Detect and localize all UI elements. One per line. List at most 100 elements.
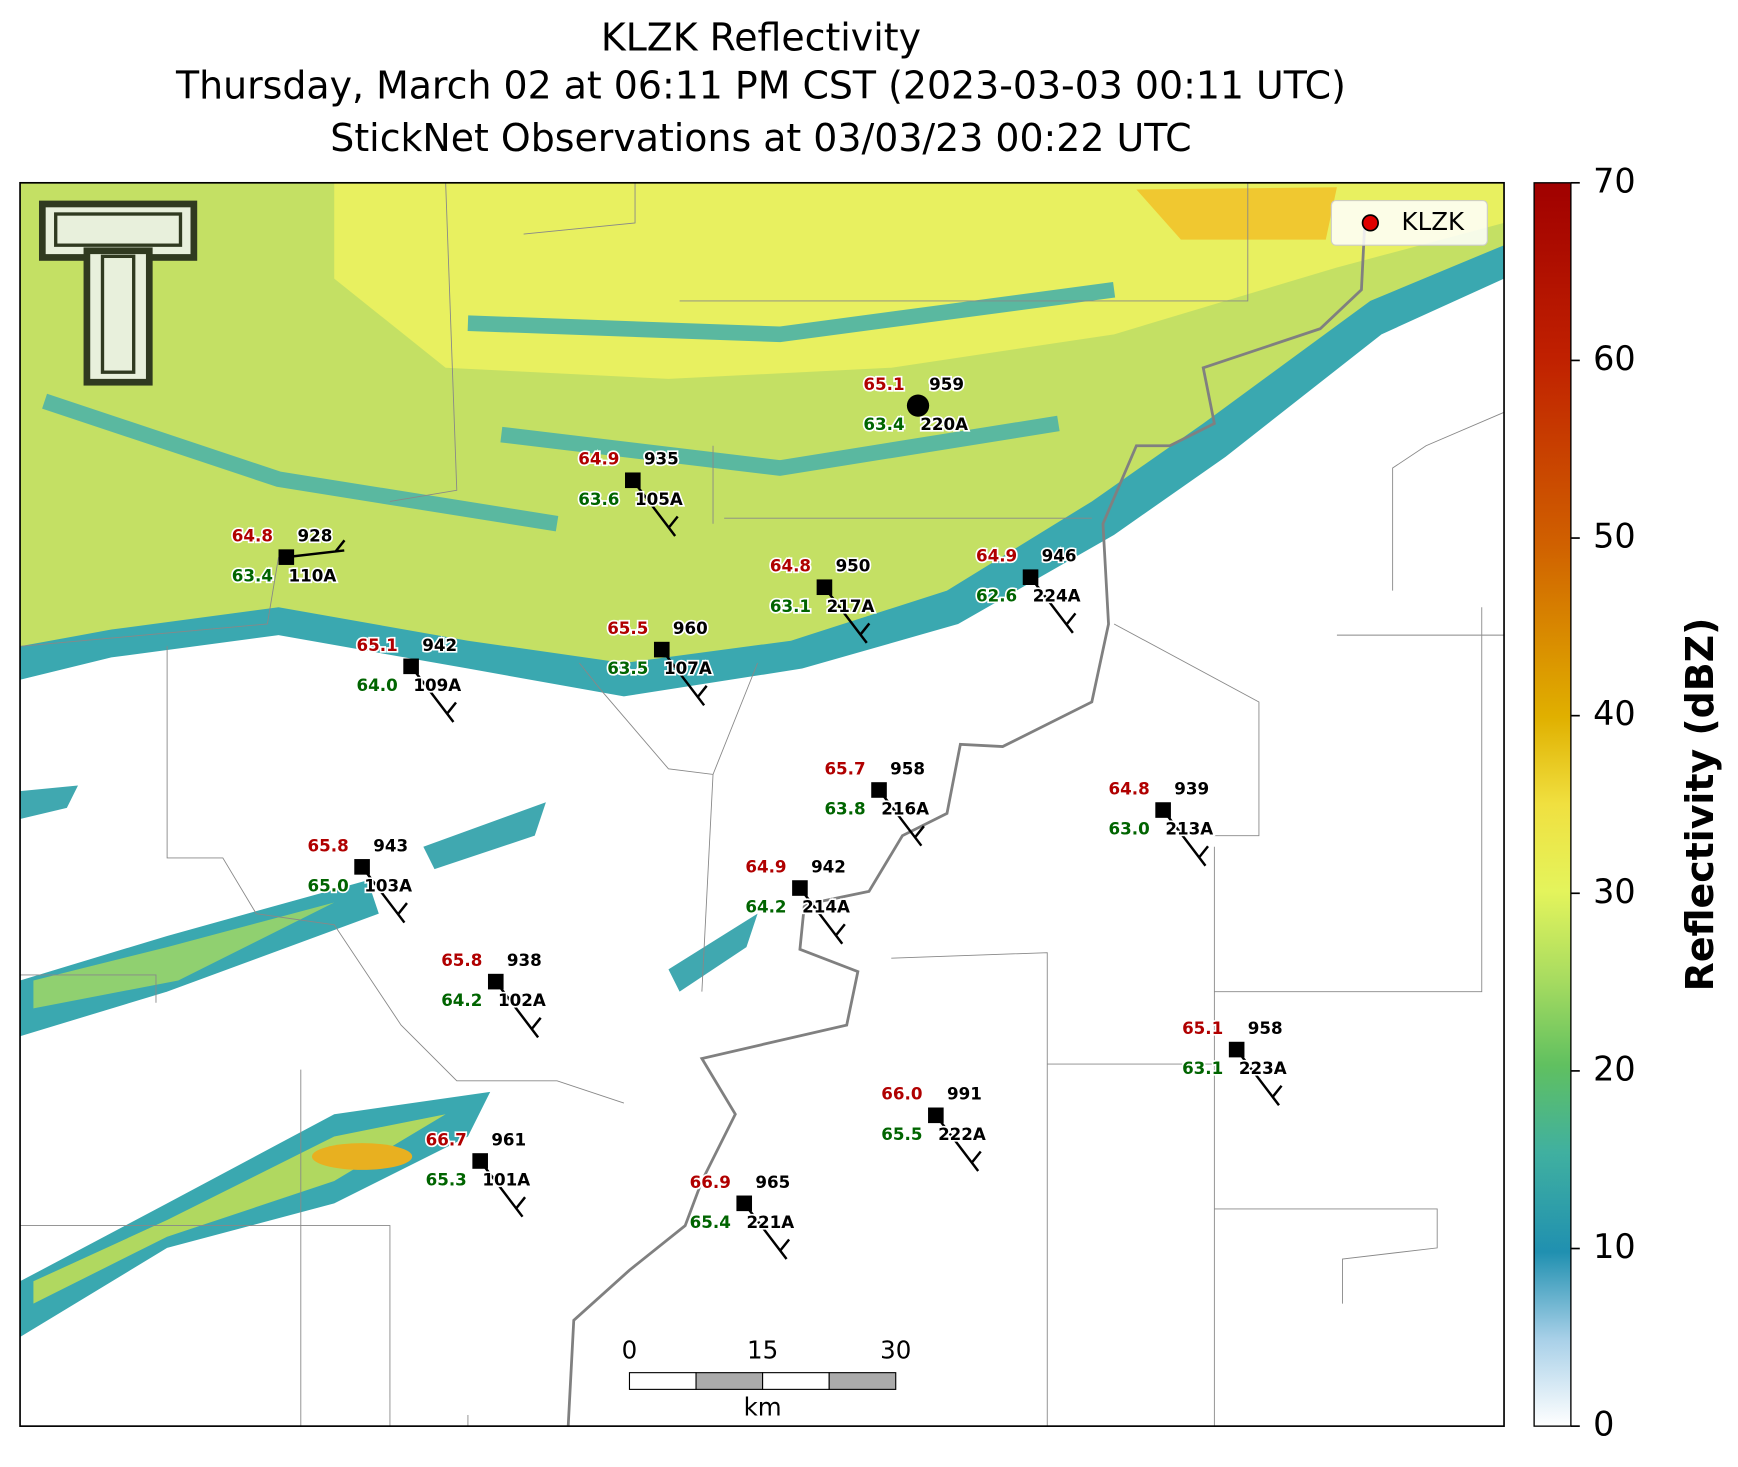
colorbar-tick-label: 60 bbox=[1593, 339, 1636, 378]
wind-barb bbox=[410, 665, 457, 723]
station-id: 105A bbox=[635, 489, 683, 509]
dewpoint: 63.8 bbox=[824, 799, 865, 819]
station-marker bbox=[1022, 569, 1039, 585]
radar-streak bbox=[42, 282, 1116, 532]
dewpoint: 63.1 bbox=[770, 596, 811, 616]
dewpoint: 63.4 bbox=[863, 414, 904, 434]
temperature: 65.8 bbox=[307, 835, 348, 855]
temperature: 65.5 bbox=[607, 618, 648, 638]
title: KLZK Reflectivity bbox=[601, 16, 921, 60]
ttu-logo bbox=[38, 200, 198, 386]
scale-tick-label: 0 bbox=[622, 1335, 638, 1364]
temperature: 65.1 bbox=[357, 635, 398, 655]
station-id: 221A bbox=[746, 1212, 794, 1232]
wind-barb bbox=[1162, 809, 1209, 867]
dewpoint: 64.2 bbox=[745, 897, 786, 917]
temperature: 66.0 bbox=[881, 1084, 922, 1104]
legend: KLZK bbox=[1330, 200, 1488, 246]
wind-barb bbox=[660, 648, 708, 707]
station-marker bbox=[625, 472, 641, 489]
station-id: 103A bbox=[364, 875, 412, 895]
station-marker bbox=[736, 1195, 753, 1212]
colorbar-tick-label: 20 bbox=[1593, 1049, 1636, 1088]
dewpoint: 63.6 bbox=[578, 489, 619, 509]
pressure: 935 bbox=[644, 449, 679, 469]
temperature: 64.8 bbox=[770, 556, 811, 576]
scale-segment bbox=[628, 1372, 697, 1390]
station-marker bbox=[472, 1153, 488, 1169]
wind-barb bbox=[878, 789, 925, 847]
station-marker bbox=[653, 641, 670, 658]
station-marker bbox=[487, 973, 504, 990]
pressure: 943 bbox=[373, 835, 408, 855]
station-id: 222A bbox=[938, 1124, 986, 1144]
wind-barb bbox=[361, 866, 408, 924]
pressure: 928 bbox=[297, 526, 332, 546]
station-id: 213A bbox=[1165, 819, 1213, 839]
map-frame bbox=[19, 181, 1505, 1427]
temperature: 64.9 bbox=[578, 449, 619, 469]
wind-barb bbox=[743, 1202, 791, 1260]
pressure: 960 bbox=[673, 618, 708, 638]
legend-box bbox=[1330, 200, 1488, 246]
subtitle: StickNet Observations at 03/03/23 00:22 … bbox=[330, 116, 1191, 160]
scale-segment bbox=[762, 1372, 830, 1390]
scale-segment bbox=[828, 1372, 897, 1390]
wind-barb bbox=[494, 980, 542, 1039]
scale-tick-label: 30 bbox=[880, 1335, 911, 1364]
pressure: 958 bbox=[1248, 1018, 1283, 1038]
pressure: 959 bbox=[929, 374, 964, 394]
scale-bar: 0 15 30 km bbox=[622, 1335, 912, 1421]
temperature: 64.9 bbox=[976, 546, 1017, 566]
dewpoint: 63.4 bbox=[232, 566, 273, 586]
wind-barb bbox=[798, 887, 846, 945]
wind-barb bbox=[631, 479, 679, 537]
station-id: 217A bbox=[827, 596, 875, 616]
station-id: 220A bbox=[920, 414, 968, 434]
dewpoint: 65.5 bbox=[881, 1124, 922, 1144]
river bbox=[566, 222, 1367, 1427]
dewpoint: 64.0 bbox=[357, 675, 398, 695]
pressure: 965 bbox=[755, 1172, 790, 1192]
pressure: 961 bbox=[491, 1129, 526, 1149]
map-layer bbox=[20, 182, 1505, 1427]
station-marker bbox=[906, 394, 930, 417]
pressure: 946 bbox=[1042, 546, 1077, 566]
dewpoint: 65.4 bbox=[690, 1212, 731, 1232]
subtitle: Thursday, March 02 at 06:11 PM CST (2023… bbox=[175, 64, 1346, 108]
station-marker bbox=[871, 782, 887, 798]
colorbar bbox=[1533, 182, 1572, 1427]
legend-label: KLZK bbox=[1402, 207, 1465, 236]
pressure: 938 bbox=[507, 950, 542, 970]
temperature: 64.9 bbox=[745, 856, 786, 876]
county-boundary bbox=[20, 182, 1505, 1427]
pressure: 942 bbox=[811, 856, 846, 876]
temperature: 66.7 bbox=[426, 1129, 467, 1149]
colorbar-tick-label: 40 bbox=[1593, 694, 1636, 733]
wind-barb bbox=[823, 586, 871, 644]
station-marker bbox=[1155, 802, 1171, 818]
colorbar-tick-label: 50 bbox=[1593, 517, 1636, 556]
scale-segment bbox=[695, 1372, 764, 1390]
station-marker bbox=[792, 880, 808, 896]
radar-echo bbox=[311, 1143, 413, 1170]
station-id: 216A bbox=[881, 799, 929, 819]
dewpoint: 64.2 bbox=[441, 990, 482, 1010]
station-marker bbox=[278, 549, 295, 565]
temperature: 65.8 bbox=[441, 950, 482, 970]
pressure: 991 bbox=[947, 1084, 982, 1104]
station-id: 101A bbox=[482, 1170, 530, 1190]
dewpoint: 65.0 bbox=[307, 875, 348, 895]
colorbar-tick-label: 10 bbox=[1593, 1227, 1636, 1266]
temperature: 64.8 bbox=[232, 526, 273, 546]
station-marker bbox=[928, 1107, 944, 1124]
pressure: 939 bbox=[1174, 778, 1209, 798]
station-id: 102A bbox=[498, 990, 546, 1010]
station-marker bbox=[354, 859, 370, 875]
station-id: 109A bbox=[413, 675, 461, 695]
station-marker bbox=[816, 579, 833, 596]
colorbar-tick-label: 70 bbox=[1593, 161, 1636, 200]
radar-echo bbox=[668, 913, 758, 992]
scale-tick-label: 15 bbox=[747, 1335, 778, 1364]
colorbar-label: Reflectivity (dBZ) bbox=[1678, 618, 1722, 992]
